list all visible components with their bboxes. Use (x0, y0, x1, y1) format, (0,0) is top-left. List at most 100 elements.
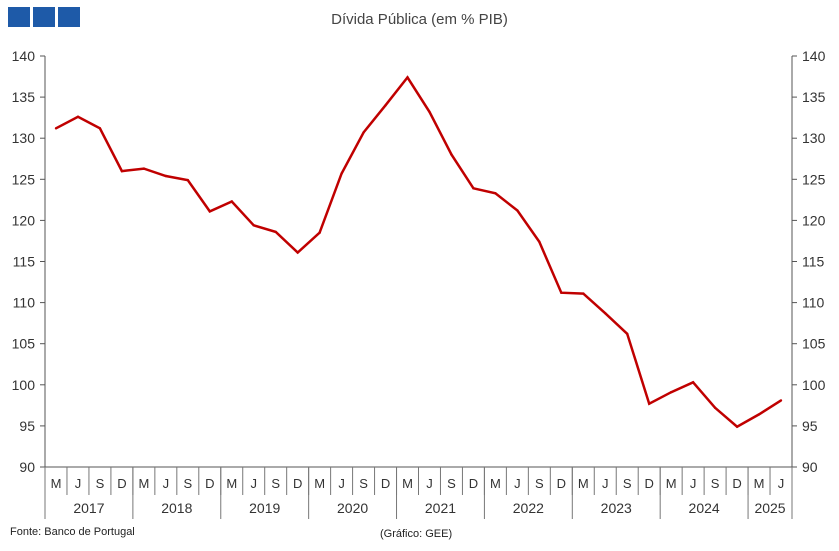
data-point (406, 76, 409, 79)
month-tick-label: M (666, 476, 677, 491)
data-point (647, 402, 651, 405)
data-point (604, 312, 607, 315)
right-y-tick-label: 100 (802, 377, 826, 393)
left-y-tick-label: 140 (12, 48, 36, 64)
data-point (142, 167, 146, 170)
month-tick-label: D (293, 476, 302, 491)
left-y-tick-label: 135 (12, 89, 36, 105)
month-tick-label: M (226, 476, 237, 491)
data-point (120, 169, 124, 173)
data-point (362, 131, 365, 134)
year-label: 2024 (689, 500, 720, 516)
right-y-tick-label: 120 (802, 212, 826, 228)
left-y-tick-label: 130 (12, 130, 36, 146)
month-tick-label: J (690, 476, 697, 491)
data-point (98, 127, 102, 130)
right-y-tick-label: 110 (802, 295, 825, 311)
left-y-tick-label: 125 (12, 171, 36, 187)
month-tick-label: J (75, 476, 82, 491)
data-point (384, 104, 387, 107)
right-y-tick-label: 95 (802, 418, 818, 434)
logo-square-icon (8, 7, 30, 27)
left-y-tick-label: 105 (12, 336, 36, 352)
right-y-tick-label: 115 (802, 254, 825, 270)
month-tick-label: D (469, 476, 478, 491)
month-tick-label: M (138, 476, 149, 491)
year-label: 2019 (249, 500, 280, 516)
data-point (76, 115, 80, 119)
month-tick-label: M (402, 476, 413, 491)
year-label: 2018 (161, 500, 192, 516)
left-y-tick-label: 110 (13, 295, 36, 311)
debt-series-line (55, 75, 782, 429)
month-tick-label: M (578, 476, 589, 491)
data-point (516, 209, 519, 212)
data-point (252, 224, 255, 227)
data-point (186, 178, 190, 182)
logo (8, 7, 80, 27)
data-point (494, 192, 497, 195)
year-label: 2023 (601, 500, 632, 516)
month-tick-label: S (447, 476, 456, 491)
month-tick-label: D (205, 476, 214, 491)
left-y-tick-label: 90 (19, 459, 35, 475)
logo-square-icon (58, 7, 80, 27)
month-tick-label: M (314, 476, 325, 491)
data-point (538, 240, 541, 243)
right-y-tick-label: 130 (802, 130, 826, 146)
month-tick-label: S (623, 476, 632, 491)
data-point (450, 153, 453, 156)
year-label: 2021 (425, 500, 456, 516)
left-y-tick-label: 115 (13, 254, 36, 270)
data-point (230, 200, 233, 203)
month-tick-label: S (271, 476, 280, 491)
source-note: Fonte: Banco de Portugal (10, 526, 135, 538)
data-point (208, 210, 211, 213)
month-tick-label: J (338, 476, 345, 491)
year-label: 2025 (754, 500, 785, 516)
data-point (779, 399, 783, 402)
month-tick-label: M (490, 476, 501, 491)
right-y-tick-label: 125 (802, 171, 826, 187)
data-point (691, 381, 695, 384)
month-tick-label: S (711, 476, 720, 491)
month-tick-label: J (778, 476, 785, 491)
year-label: 2017 (73, 500, 104, 516)
month-tick-label: S (359, 476, 368, 491)
right-y-tick-label: 140 (802, 48, 826, 64)
month-tick-label: D (644, 476, 653, 491)
data-point (757, 413, 761, 416)
month-tick-label: J (163, 476, 170, 491)
right-y-tick-label: 105 (802, 336, 826, 352)
right-y-tick-label: 135 (802, 89, 826, 105)
data-point (164, 174, 168, 178)
month-tick-label: J (250, 476, 257, 491)
chart-title: Dívida Pública (em % PIB) (331, 11, 508, 28)
month-tick-label: S (96, 476, 105, 491)
year-label: 2020 (337, 500, 368, 516)
month-tick-label: M (51, 476, 62, 491)
month-tick-label: J (602, 476, 609, 491)
left-y-tick-label: 100 (12, 377, 36, 393)
data-point (428, 110, 431, 114)
data-point (713, 406, 717, 410)
month-tick-label: D (381, 476, 390, 491)
year-label: 2022 (513, 500, 544, 516)
month-tick-label: S (535, 476, 544, 491)
data-point (669, 390, 673, 394)
month-tick-label: D (117, 476, 126, 491)
left-y-tick-label: 120 (12, 212, 36, 228)
data-point (472, 187, 475, 190)
logo-square-icon (33, 7, 55, 27)
data-point (560, 291, 563, 294)
left-y-tick-label: 95 (19, 418, 35, 434)
month-tick-label: M (754, 476, 765, 491)
month-tick-label: D (732, 476, 741, 491)
data-point (340, 172, 343, 175)
data-point (582, 292, 585, 295)
data-point (626, 332, 629, 336)
data-point (296, 251, 299, 254)
data-point (318, 231, 321, 234)
data-point (274, 230, 277, 234)
